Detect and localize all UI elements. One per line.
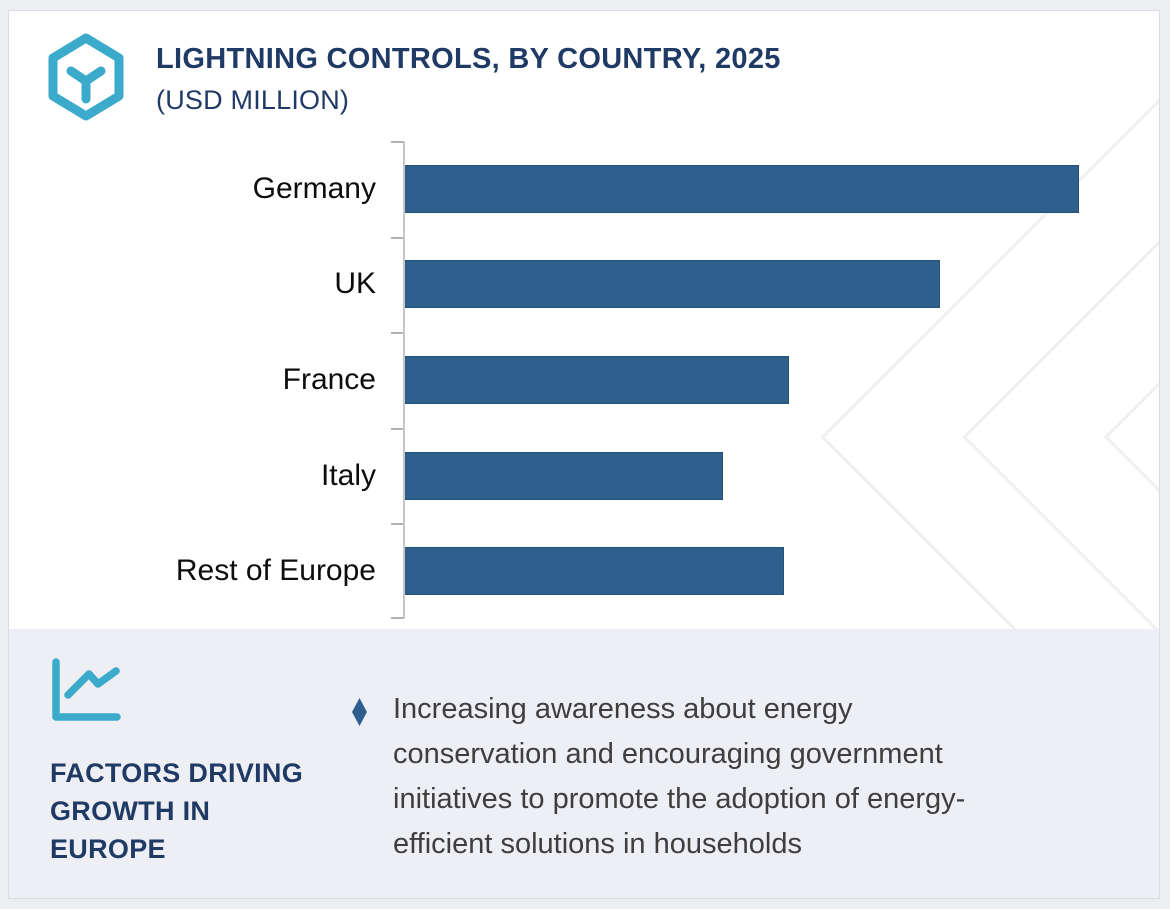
infographic-card: LIGHTNING CONTROLS, BY COUNTRY, 2025 (US… (8, 10, 1160, 899)
bar-chart: Germany UK France Italy Rest of Europe (9, 141, 1159, 619)
axis-tick (391, 427, 403, 430)
axis-tick (391, 523, 403, 526)
axis-tick (391, 617, 403, 619)
category-axis (391, 141, 405, 619)
factors-heading-line: EUROPE (50, 834, 166, 864)
bar-cell (403, 523, 1159, 619)
factors-panel: FACTORS DRIVING GROWTH IN EUROPE Increasin… (9, 629, 1159, 898)
factors-heading-line: GROWTH IN (50, 796, 211, 826)
category-label-france: France (282, 362, 376, 396)
chart-row: UK (9, 237, 1159, 333)
line-chart-icon (52, 658, 121, 721)
bar-cell (403, 332, 1159, 428)
bar-cell (403, 428, 1159, 524)
axis-tick (391, 332, 403, 335)
bar-germany (403, 164, 1079, 213)
axis-tick (391, 236, 403, 239)
axis-tick (391, 141, 403, 143)
factors-heading-line: FACTORS DRIVING (50, 758, 304, 788)
factors-heading: FACTORS DRIVING GROWTH IN EUROPE (50, 754, 303, 868)
category-label-rest-of-europe: Rest of Europe (175, 554, 376, 588)
category-label-italy: Italy (320, 458, 376, 492)
factors-bullet-text: Increasing awareness about energy conserv… (393, 687, 1113, 867)
chart-row: Germany (9, 141, 1159, 237)
bar-cell (403, 141, 1159, 237)
chart-title: LIGHTNING CONTROLS, BY COUNTRY, 2025 (156, 43, 781, 75)
chart-row: France (9, 332, 1159, 428)
chart-row: Italy (9, 428, 1159, 524)
bar-cell (403, 237, 1159, 333)
bar-italy (403, 451, 723, 500)
bullet-text-line: Increasing awareness about energy (393, 693, 853, 725)
bullet-text-line: initiatives to promote the adoption of e… (393, 783, 966, 815)
bar-france (403, 355, 789, 404)
bullet-text-line: conservation and encouraging government (393, 738, 943, 770)
chart-subtitle: (USD MILLION) (156, 85, 350, 115)
bullet-text-line: efficient solutions in households (393, 828, 802, 860)
diamond-bullet-icon (352, 698, 367, 726)
bar-uk (403, 260, 940, 309)
bar-rest-of-europe (403, 547, 784, 596)
chart-row: Rest of Europe (9, 523, 1159, 619)
hexagon-cube-logo-icon (48, 33, 124, 121)
category-label-germany: Germany (252, 171, 376, 205)
category-label-uk: UK (334, 267, 376, 301)
